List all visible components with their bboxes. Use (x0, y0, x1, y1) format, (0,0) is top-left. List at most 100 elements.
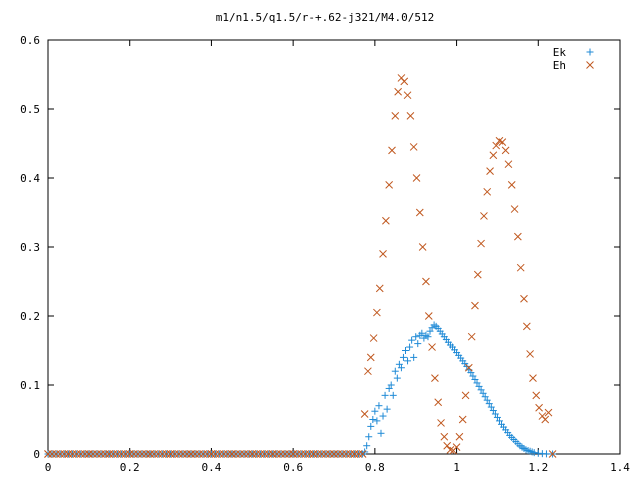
data-point-ek (397, 364, 405, 372)
data-point-eh (532, 391, 541, 400)
data-point-eh (403, 91, 412, 100)
data-point-eh (526, 350, 534, 358)
data-point-ek (371, 407, 379, 415)
data-point-eh (544, 408, 553, 417)
data-point-eh (394, 87, 402, 96)
data-point-eh (486, 167, 494, 175)
data-point-ek (369, 416, 377, 423)
x-axis: 0 0.2 0.4 0.6 0.8 1 1.2 1.4 (45, 40, 630, 474)
data-point-eh (373, 308, 381, 317)
data-point-eh (354, 450, 363, 458)
y-axis: 0 0.1 0.2 0.3 0.4 0.5 0.6 (20, 34, 620, 461)
x-tick-label: 0.4 (201, 461, 221, 474)
data-point-eh (471, 301, 479, 310)
data-point-eh (369, 334, 378, 342)
legend-label: Ek (553, 46, 567, 59)
x-tick-label: 0.8 (365, 461, 385, 474)
data-point-eh (548, 450, 557, 458)
data-point-eh (461, 391, 470, 400)
data-point-eh (443, 441, 452, 450)
data-point-ek (381, 391, 389, 399)
data-point-eh (409, 143, 418, 151)
data-point-eh (418, 243, 427, 251)
y-tick-label: 0.6 (20, 34, 40, 47)
series-layer (44, 74, 557, 458)
data-point-ek (404, 357, 412, 365)
data-point-eh (391, 112, 400, 120)
data-point-ek (393, 374, 401, 382)
y-tick-label: 0.3 (20, 241, 40, 254)
data-point-ek (424, 333, 432, 341)
data-point-eh (428, 343, 436, 351)
x-tick-label: 0.2 (120, 461, 140, 474)
data-point-eh (406, 112, 415, 120)
data-point-eh (510, 205, 519, 213)
data-point-ek (379, 412, 387, 420)
data-point-ek (373, 417, 381, 425)
data-point-eh (360, 410, 369, 418)
chart-title: m1/n1.5/q1.5/r-+.62-j321/M4.0/512 (216, 11, 435, 24)
data-point-eh (431, 374, 439, 382)
data-point-eh (437, 419, 445, 427)
y-tick-label: 0.4 (20, 172, 40, 185)
data-point-ek (414, 340, 422, 348)
data-point-ek (391, 367, 399, 375)
data-point-eh (483, 187, 492, 196)
data-point-eh (520, 294, 528, 303)
data-point-eh (498, 138, 507, 146)
data-point-eh (388, 146, 396, 155)
data-point-eh (382, 216, 390, 225)
data-point-ek (375, 402, 383, 410)
data-point-eh (514, 232, 522, 241)
data-point-eh (412, 174, 421, 182)
data-point-eh (473, 270, 482, 279)
data-point-eh (480, 212, 488, 220)
data-point-eh (434, 398, 443, 407)
data-point-eh (364, 367, 372, 376)
data-point-eh (477, 239, 485, 248)
data-point-eh (440, 432, 449, 441)
series-ek (44, 321, 557, 458)
data-point-ek (410, 353, 418, 361)
data-point-ek (363, 442, 371, 450)
data-point-eh (464, 363, 473, 372)
legend-marker-ek (586, 48, 594, 56)
data-point-ek (383, 405, 391, 413)
x-tick-label: 1.2 (528, 461, 548, 474)
data-point-ek (412, 333, 420, 341)
data-point-eh (507, 181, 516, 189)
data-point-ek (408, 336, 416, 344)
data-point-eh (522, 322, 531, 331)
data-point-eh (385, 181, 394, 189)
data-point-ek (418, 329, 426, 337)
x-tick-label: 0 (45, 461, 52, 474)
data-point-eh (366, 353, 375, 362)
data-point-eh (379, 250, 387, 258)
data-point-eh (375, 284, 384, 293)
data-point-eh (535, 403, 543, 412)
data-point-eh (400, 77, 409, 86)
data-point-ek (402, 347, 409, 354)
legend-label: Eh (553, 59, 566, 72)
data-point-ek (377, 429, 385, 437)
y-tick-label: 0 (33, 448, 40, 461)
data-point-eh (492, 141, 501, 150)
x-tick-label: 1 (453, 461, 460, 474)
data-point-eh (446, 446, 455, 454)
data-point-eh (458, 415, 467, 424)
y-tick-label: 0.5 (20, 103, 40, 116)
data-point-eh (422, 277, 430, 286)
series-eh (44, 74, 557, 458)
data-point-ek (365, 433, 373, 441)
data-point-ek (387, 381, 395, 389)
legend-marker-eh (586, 61, 594, 69)
data-point-eh (415, 208, 424, 217)
x-tick-label: 1.4 (610, 461, 630, 474)
data-point-ek (542, 450, 550, 458)
data-point-ek (530, 449, 538, 457)
data-point-eh (455, 432, 464, 441)
data-point-ek (406, 343, 414, 351)
x-tick-label: 0.6 (283, 461, 303, 474)
